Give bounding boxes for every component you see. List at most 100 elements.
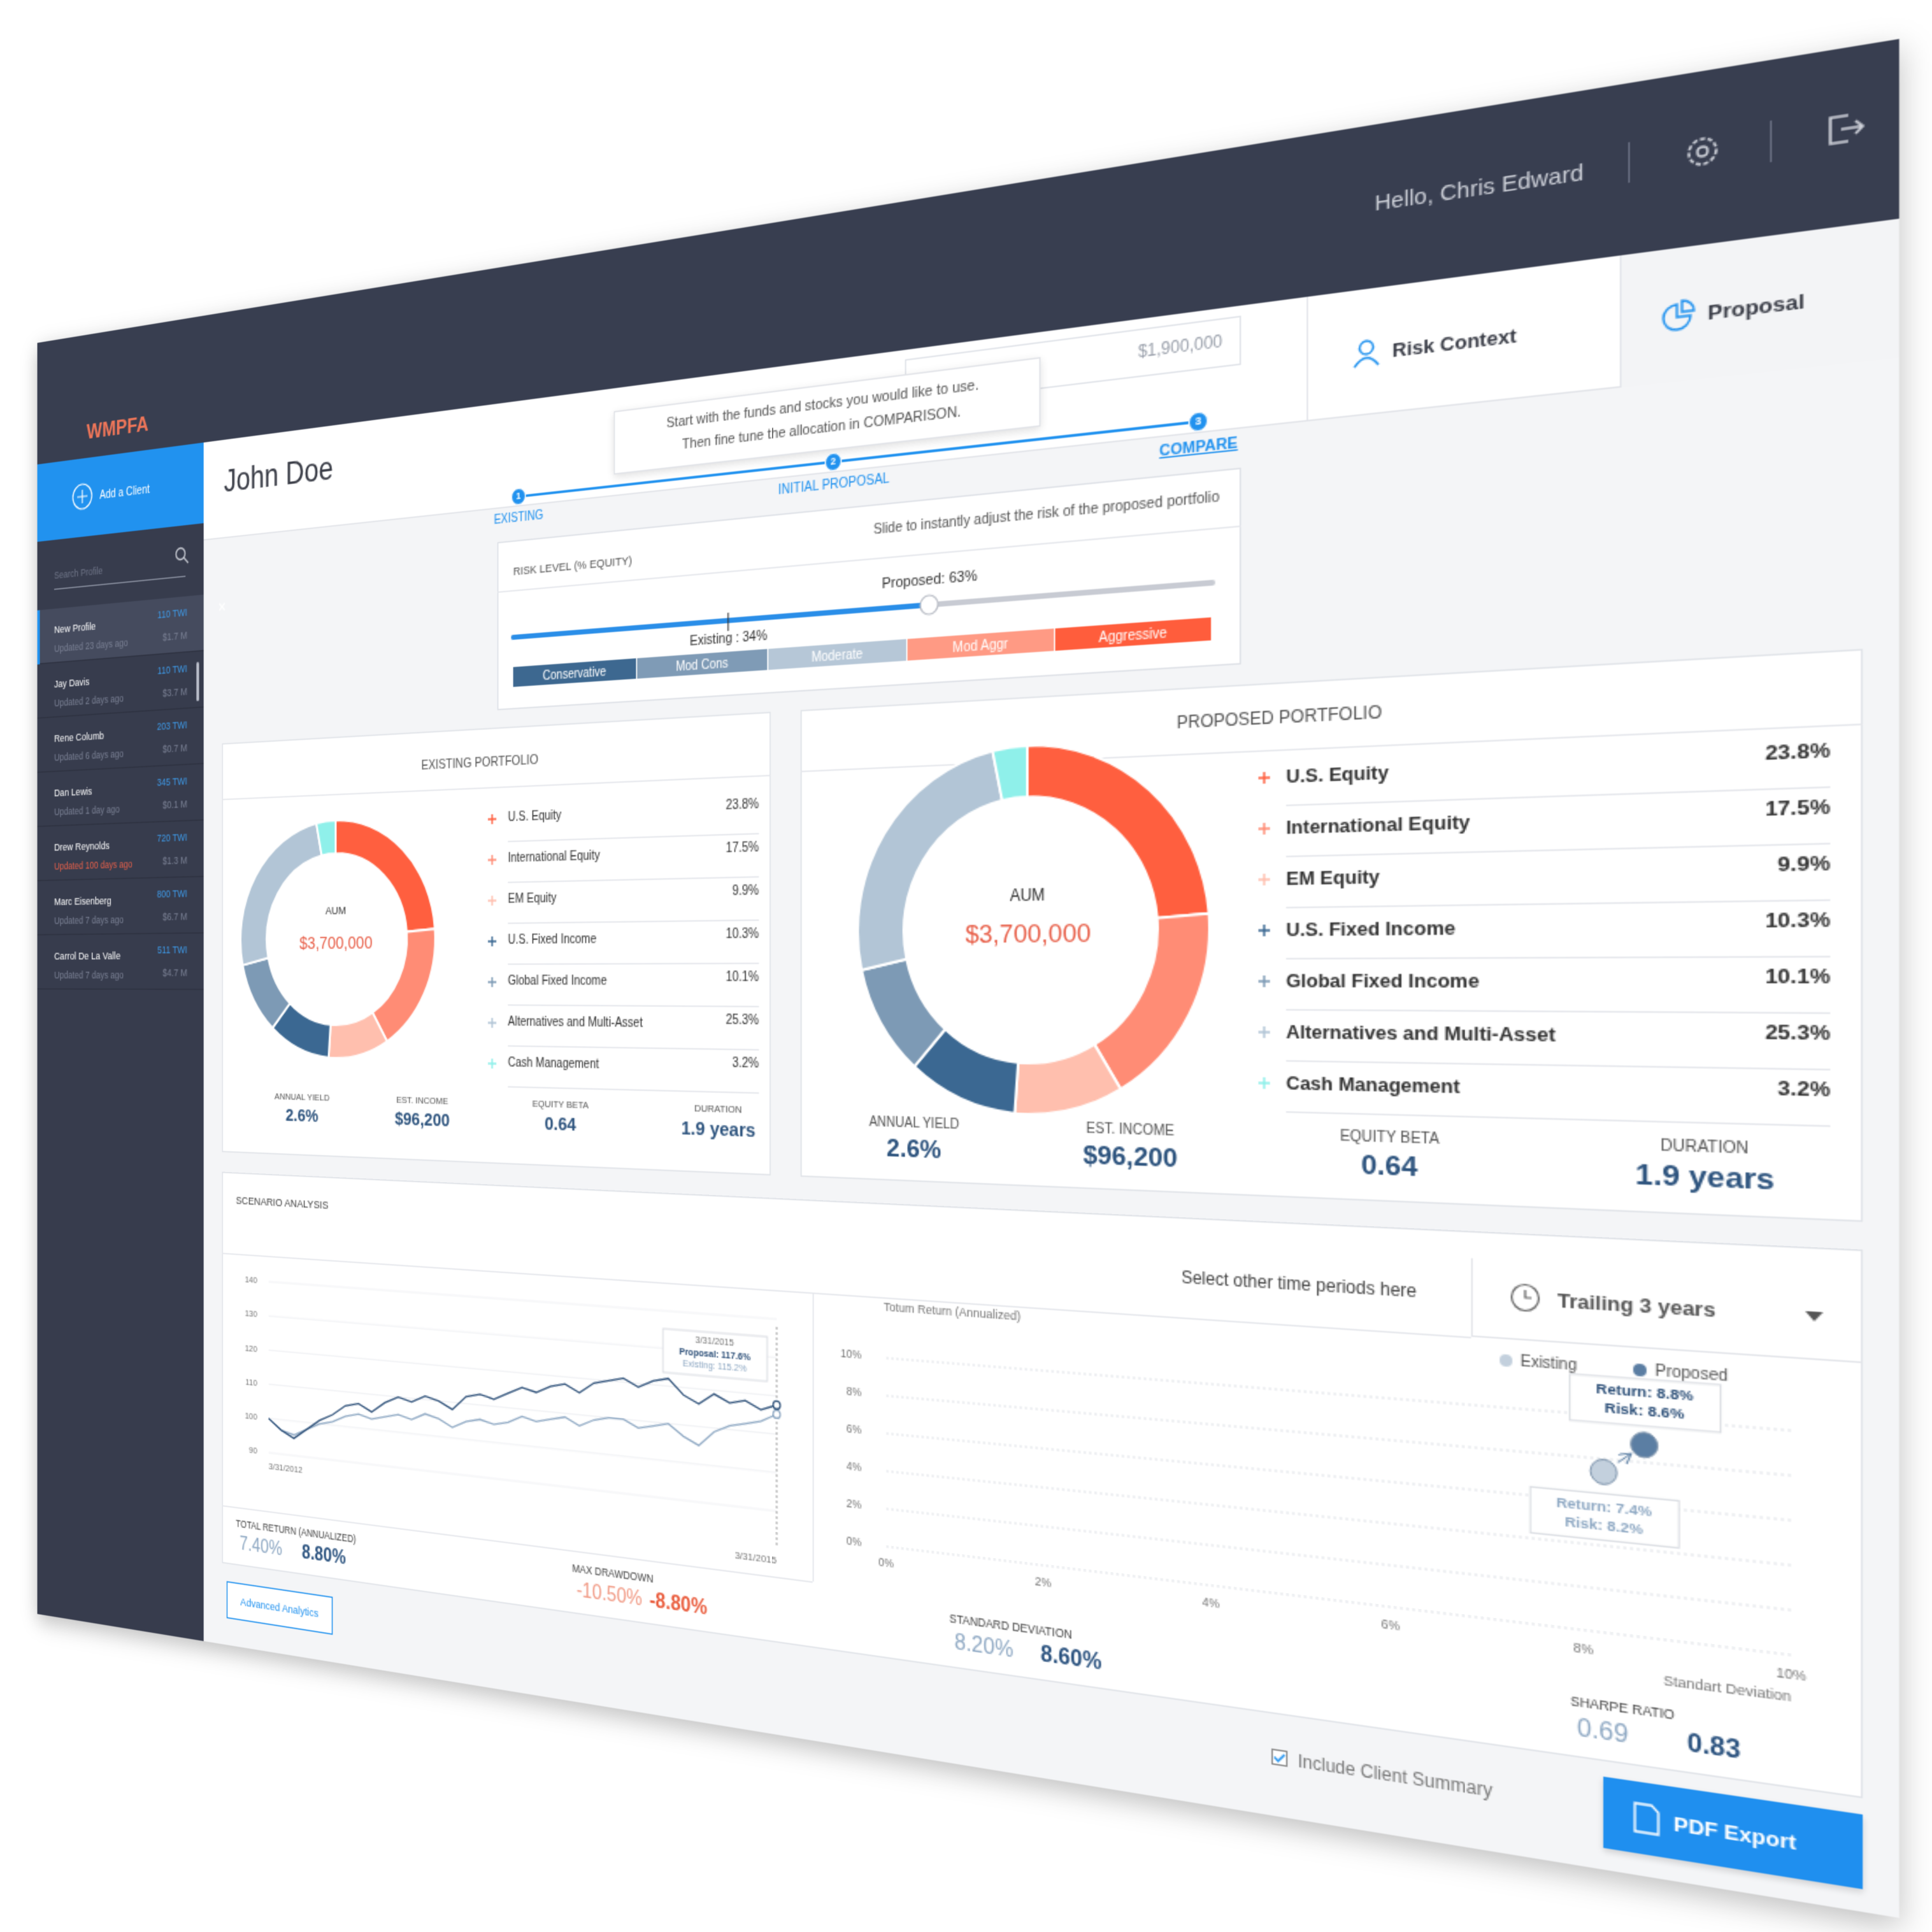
holding-name: Global Fixed Income [508,975,606,988]
client-aum: $4.7 M [162,968,187,978]
logout-icon [1823,106,1866,151]
client-updated: Updated 100 days ago [54,859,132,871]
donut-center-label: AUM [1010,885,1045,905]
client-aum: $3.7 M [162,687,187,699]
metric-value: 2.6% [887,1136,941,1163]
holding-value: 17.5% [726,841,759,855]
holding-name: International Equity [508,850,600,865]
search-icon [175,545,189,565]
plus [488,895,496,905]
holding-name: U.S. Fixed Income [1286,918,1456,939]
holding-name: Cash Management [508,1057,599,1071]
holding-name: EM Equity [1286,867,1380,888]
scatter-point [1591,1458,1617,1485]
client-updated: Updated 7 days ago [54,971,124,981]
holding-value: 3.2% [1778,1078,1831,1099]
holding-value: 25.3% [726,1014,759,1027]
step-number: 1 [516,491,520,501]
legend-plus [487,1057,497,1070]
close-icon [218,602,226,612]
step-number: 2 [831,456,836,468]
legend-plus [1257,1024,1271,1039]
divider [1628,142,1630,183]
step-label: COMPARE [1159,436,1238,461]
clock-hands [1525,1290,1531,1298]
holding-name: Global Fixed Income [1286,971,1479,991]
donut-segment [1094,913,1210,1091]
plus [1258,771,1270,783]
x-tick-label: 3/31/2012 [269,1461,303,1476]
divider [1770,120,1772,162]
y-tick-label: 100 [245,1410,257,1422]
donut-chart: AUM $3,700,000 [222,789,446,1082]
pie-icon [1662,297,1696,333]
gear[interactable] [1689,137,1716,166]
y-tick-label: 4% [847,1460,862,1474]
holding-name: Alternatives and Multi-Asset [508,1016,643,1030]
legend-swatch [1499,1354,1512,1368]
arrow [1618,1454,1630,1464]
plus [1258,975,1270,986]
add-icon [71,480,94,512]
caret-icon [1805,1311,1823,1322]
holding-name: Alternatives and Multi-Asset [1286,1022,1556,1045]
x-tick-label: 3/31/2015 [734,1550,776,1567]
app-window: WMPFA Hello, Chris Edward Add a Client Sear… [38,39,1900,1918]
scrollbar [196,662,199,701]
x-tick-label: 4% [1202,1596,1219,1612]
legend-plus [487,1016,497,1029]
metric-value: 0.64 [545,1115,576,1134]
grid-line [269,1452,777,1511]
grid-line [269,1282,777,1319]
step-number: 3 [1195,415,1201,427]
metric-label: DURATION [1661,1140,1749,1158]
logout[interactable] [1830,113,1863,144]
legend-plus [1257,820,1271,835]
holding-value: 3.2% [732,1057,759,1071]
legend-swatch [1633,1363,1647,1377]
client-aum: $6.7 M [162,912,187,922]
holding-value: 17.5% [1765,796,1831,819]
client-code: 800 TWI [157,889,187,899]
plus [488,854,496,864]
slider-thumb[interactable] [920,594,938,615]
metric-value: $96,200 [395,1110,450,1129]
y-tick-label: 2% [847,1498,862,1512]
legend-plus [487,975,497,987]
x-tick-label: 0% [878,1556,894,1571]
donut-chart: AUM $3,700,000 [801,751,1249,1099]
end-point [773,1410,780,1419]
donut-segment [336,817,435,933]
legend-plus [487,853,497,866]
holding-value: 10.3% [1765,909,1831,931]
y-tick-label: 10% [841,1347,862,1362]
holding-name: Cash Management [1286,1073,1460,1096]
plus [1258,924,1270,935]
holding-value: 10.3% [726,928,759,941]
x-tick-label: 6% [1382,1617,1400,1634]
plus [1258,1077,1270,1089]
client-name: Carrol De La Valle [54,951,120,962]
legend-plus [1257,769,1271,785]
holding-name: U.S. Fixed Income [508,934,596,947]
holding-value: 10.1% [726,971,759,985]
close[interactable] [219,603,225,611]
caret [1805,1311,1823,1322]
client-name: Marc Eisenberg [54,896,111,908]
legend-plus [1257,871,1271,886]
scatter-point [1631,1431,1657,1459]
client-name: Jay Davis [54,677,89,691]
legend-plus [487,812,497,825]
holding-name: International Equity [1286,812,1470,837]
legend-plus [1257,922,1271,937]
metric-value: 0.64 [1361,1152,1417,1182]
client-code: 203 TWI [157,720,187,733]
y-tick-label: 110 [245,1377,257,1388]
holding-value: 9.9% [1778,852,1831,874]
metric-value: $96,200 [1083,1143,1178,1173]
plus [1258,873,1270,885]
plus [1258,1026,1270,1037]
client-aum: $1.7 M [162,631,187,643]
legend-plus [1257,1075,1271,1090]
x-tick-label: 2% [1035,1575,1052,1591]
